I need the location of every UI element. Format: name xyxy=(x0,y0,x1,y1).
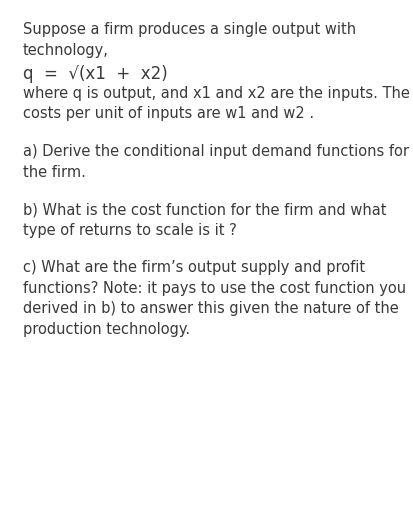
Text: Suppose a firm produces a single output with: Suppose a firm produces a single output … xyxy=(23,22,355,37)
Text: type of returns to scale is it ?: type of returns to scale is it ? xyxy=(23,223,236,238)
Text: functions? Note: it pays to use the cost function you: functions? Note: it pays to use the cost… xyxy=(23,281,405,296)
Text: a) Derive the conditional input demand functions for: a) Derive the conditional input demand f… xyxy=(23,144,408,159)
Text: the firm.: the firm. xyxy=(23,165,85,180)
Text: costs per unit of inputs are w1 and w2 .: costs per unit of inputs are w1 and w2 . xyxy=(23,106,313,122)
Text: technology,: technology, xyxy=(23,43,108,58)
Text: derived in b) to answer this given the nature of the: derived in b) to answer this given the n… xyxy=(23,301,398,316)
Text: b) What is the cost function for the firm and what: b) What is the cost function for the fir… xyxy=(23,202,385,217)
Text: where q is output, and x1 and x2 are the inputs. The: where q is output, and x1 and x2 are the… xyxy=(23,86,408,101)
Text: q  =  √(x1  +  x2): q = √(x1 + x2) xyxy=(23,65,167,83)
Text: c) What are the firm’s output supply and profit: c) What are the firm’s output supply and… xyxy=(23,260,364,276)
Text: production technology.: production technology. xyxy=(23,322,190,337)
